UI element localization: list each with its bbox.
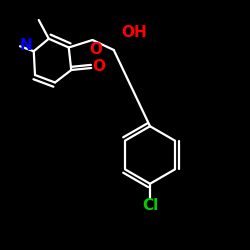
Text: O: O [92, 59, 105, 74]
Text: N: N [20, 38, 32, 53]
Text: Cl: Cl [142, 198, 158, 212]
Text: OH: OH [121, 25, 146, 40]
Text: O: O [89, 42, 102, 57]
